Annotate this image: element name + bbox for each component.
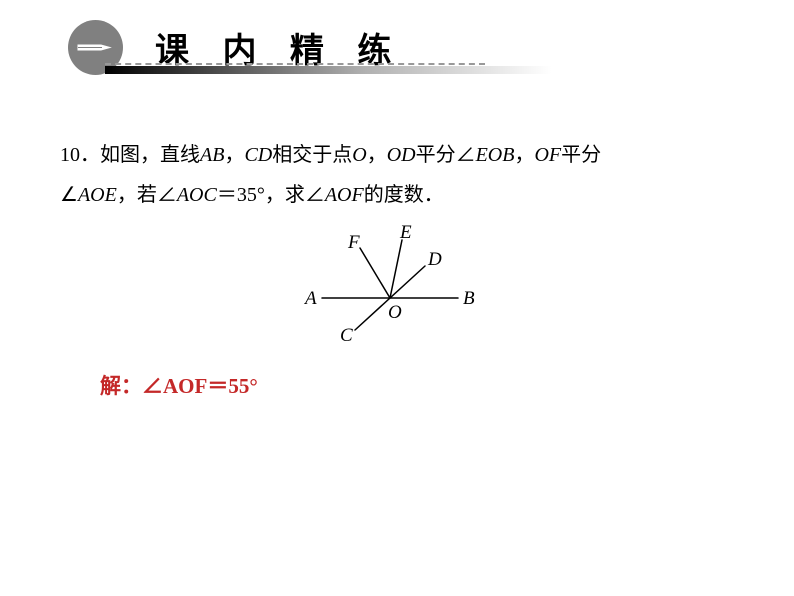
label-e: E [399,222,412,243]
header-section: 课 内 精 练 [0,0,794,90]
label-d: D [427,249,442,270]
label-b: B [463,288,475,309]
label-o: O [388,302,402,323]
label-a: A [303,288,317,309]
problem-number: 10 [60,144,80,166]
header-dashed-line [105,63,485,65]
header-gradient-bar [105,66,575,74]
label-c: C [340,325,353,346]
geometry-diagram: A B C D E F O [280,218,500,353]
ray-of [360,248,390,298]
answer-text: 解：∠AOF＝55° [100,370,258,400]
label-f: F [347,232,360,253]
problem-statement: 10．如图，直线AB，CD相交于点O，OD平分∠EOB，OF平分∠AOE，若∠A… [60,135,740,215]
